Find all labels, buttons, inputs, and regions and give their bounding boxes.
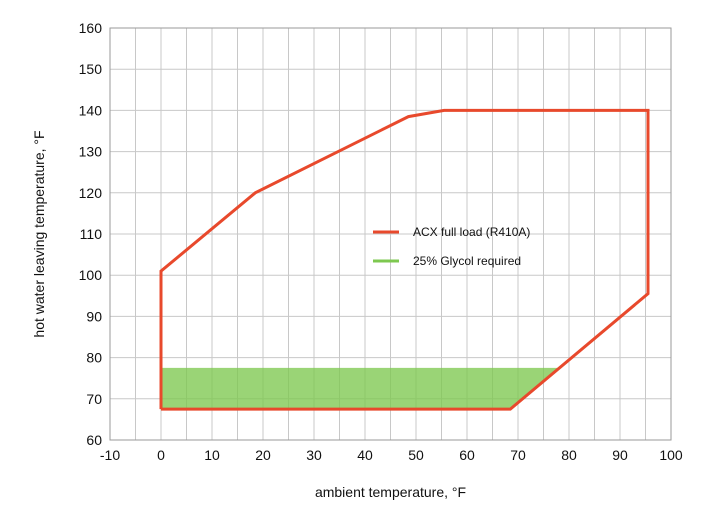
chart-series-fills [161,367,559,410]
x-tick-label: 30 [306,447,322,463]
y-tick-label: 140 [79,102,103,118]
y-tick-label: 60 [86,432,102,448]
y-tick-label: 150 [79,61,103,77]
y-tick-label: 130 [79,144,103,160]
chart-legend: ACX full load (R410A) 25% Glycol required [373,225,530,268]
x-tick-label: 10 [204,447,220,463]
y-tick-label: 110 [80,226,103,242]
x-tick-label: 60 [459,447,475,463]
x-tick-label: 100 [659,447,683,463]
y-tick-label: 120 [79,185,103,201]
y-tick-label: 100 [79,267,103,283]
y-tick-label: 80 [86,350,102,366]
y-tick-label: 160 [79,20,103,36]
series-acx-full-load-outline [159,108,650,411]
x-tick-label: 0 [157,447,165,463]
x-tick-label: 50 [408,447,424,463]
chart-series-lines [159,108,650,411]
x-tick-label: 80 [561,447,577,463]
series-glycol-area [161,367,559,410]
y-axis-label: hot water leaving temperature, °F [31,130,47,337]
plot-frame [109,27,672,441]
x-tick-label: 20 [255,447,271,463]
y-tick-label: 70 [86,391,102,407]
legend-label: ACX full load (R410A) [413,225,530,239]
chart-tick-labels: -10 0 10 20 30 40 50 60 70 80 90 100 60 70 80 90 100 110 1… [79,20,683,463]
legend-label: 25% Glycol required [413,254,521,268]
y-tick-label: 90 [86,308,102,324]
x-axis-label: ambient temperature, °F [315,484,466,500]
x-tick-label: 70 [510,447,526,463]
x-tick-label: 90 [612,447,628,463]
x-tick-label: -10 [100,447,120,463]
x-tick-label: 40 [357,447,373,463]
